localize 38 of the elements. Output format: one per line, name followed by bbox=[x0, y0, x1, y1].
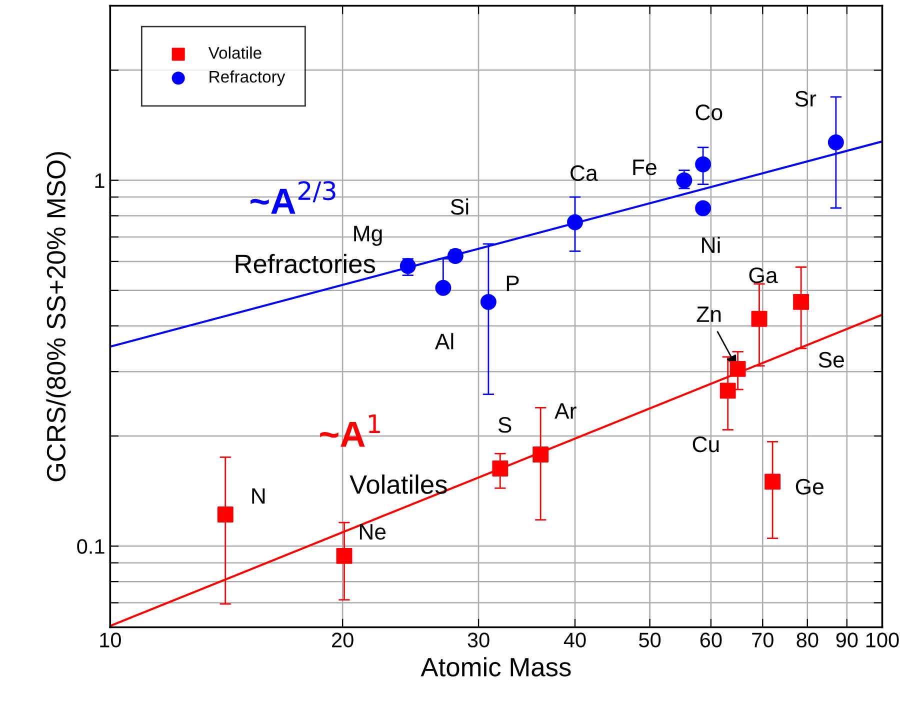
annotation: S bbox=[498, 417, 512, 433]
annotation: Ga bbox=[749, 267, 778, 284]
x-tick-label: 50 bbox=[639, 632, 661, 648]
annotation: Mg bbox=[354, 226, 382, 246]
y-axis-title: GCRS/(80% SS+20% MSO) bbox=[46, 152, 71, 482]
x-tick-label: 40 bbox=[564, 632, 586, 648]
x-tick-label: 10 bbox=[100, 632, 121, 648]
annotation: P bbox=[506, 276, 519, 292]
series-label: ~A$^{2/3}$ bbox=[250, 181, 336, 214]
x-axis-title: Atomic Mass bbox=[420, 657, 571, 676]
annotation: Volatiles bbox=[350, 474, 447, 494]
x-tick-label: 60 bbox=[700, 632, 722, 648]
x-tick-label: 80 bbox=[796, 632, 818, 648]
annotation: Co bbox=[696, 104, 722, 120]
annotation: Ca bbox=[570, 165, 598, 181]
annotation: Fe bbox=[633, 160, 656, 176]
y-tick-label: 0.1 bbox=[77, 539, 104, 554]
annotation: N bbox=[252, 488, 265, 504]
annotation: Ge bbox=[796, 478, 824, 495]
annotation: Cu bbox=[692, 436, 719, 452]
x-tick-label: 30 bbox=[468, 632, 490, 648]
annotation: Ar bbox=[554, 403, 576, 419]
annotation: Si bbox=[450, 198, 468, 215]
legend-label: Volatile bbox=[208, 46, 262, 59]
x-tick-label: 20 bbox=[332, 632, 354, 648]
annotation: Ni bbox=[702, 236, 720, 253]
series-label: ~A$^{1}$ bbox=[320, 414, 380, 447]
x-tick-label: 90 bbox=[836, 632, 858, 648]
annotation: Refractories bbox=[236, 254, 375, 274]
x-tick-label: 70 bbox=[752, 632, 774, 648]
annotation: Sr bbox=[795, 90, 816, 107]
annotation: Se bbox=[818, 352, 844, 368]
legend-label: Refractory bbox=[210, 70, 286, 86]
y-tick-label: 1 bbox=[95, 174, 104, 188]
annotation: Zn bbox=[696, 306, 721, 322]
x-tick-label: 100 bbox=[866, 632, 899, 648]
annotation: Al bbox=[434, 333, 454, 350]
annotation: Ne bbox=[360, 524, 386, 540]
